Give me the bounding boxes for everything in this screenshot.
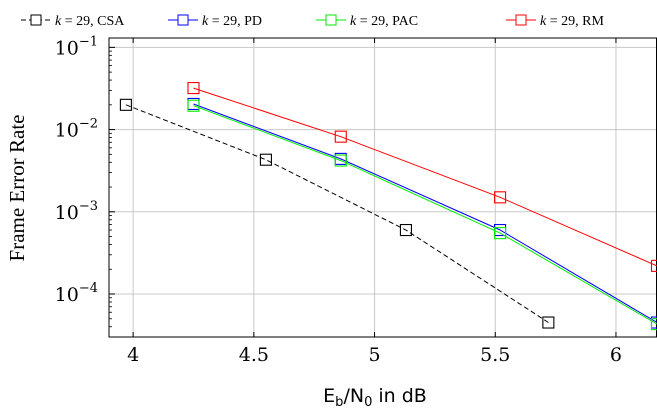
series-3 [187,82,657,272]
x-axis-label: Eb/N0 in dB [323,385,427,410]
y-tick-base: 10 [55,284,79,306]
series-line [125,104,549,323]
y-tick-exp: −3 [79,199,98,214]
y-tick-base: 10 [55,120,79,142]
x-axis-label-e: E [323,385,335,407]
legend-label: k = 29, PAC [350,14,418,29]
series-point [119,98,132,111]
grid [109,38,657,337]
y-tick-label: 10−1 [55,34,98,59]
series-line [193,105,657,325]
x-axis-label-b: b [335,395,343,410]
y-tick-label: 10−3 [55,199,98,224]
x-axis-label-rest: in dB [372,385,427,407]
y-tick-label: 10−4 [55,281,98,306]
legend-label: k = 29, PD [202,14,262,29]
legend-entry: k = 29, RM [506,14,604,29]
legend-label: k = 29, CSA [55,14,125,29]
series-point [542,316,555,329]
legend-entry: k = 29, PD [168,14,262,29]
series-point [494,227,507,240]
legend-label: k = 29, RM [540,14,604,29]
y-tick-base: 10 [55,202,79,224]
x-tick-label: 4 [127,344,139,366]
y-tick-base: 10 [55,37,79,59]
series-line [193,87,657,267]
y-tick-exp: −4 [79,281,98,296]
series-point [259,153,272,166]
series-point [650,318,657,331]
series-0 [119,98,555,329]
y-tick-exp: −2 [79,117,98,132]
x-tick-label: 5 [369,344,381,366]
legend-entry: k = 29, PAC [316,14,418,29]
axis-ticks: 4 4.5 5 5.5 610−110−210−310−4 [55,34,622,366]
series-point [187,99,200,112]
legend-marker [177,14,189,26]
series-point [399,223,412,237]
x-tick-label: 4.5 [239,344,269,366]
x-tick-label: 6 [610,344,622,366]
series-point [650,259,657,272]
series-point [494,191,507,204]
legend-marker [325,14,337,26]
y-tick-label: 10−2 [55,117,98,142]
legend: k = 29, CSA k = 29, PD k = 29, PAC k = 29, … [21,14,604,29]
series-layer [119,82,657,331]
x-axis-label-zero: 0 [364,395,372,410]
series-line [193,103,657,323]
legend-entry: k = 29, CSA [21,14,125,29]
series-point [187,82,200,95]
x-axis-label-n: /N [343,385,364,407]
series-point [334,130,347,143]
series-point [334,154,347,167]
x-tick-label: 5.5 [480,344,510,366]
y-tick-exp: −1 [79,34,98,49]
series-2 [187,99,657,331]
legend-marker [515,14,527,26]
y-axis-label: Frame Error Rate [5,115,29,262]
legend-marker [30,14,42,26]
